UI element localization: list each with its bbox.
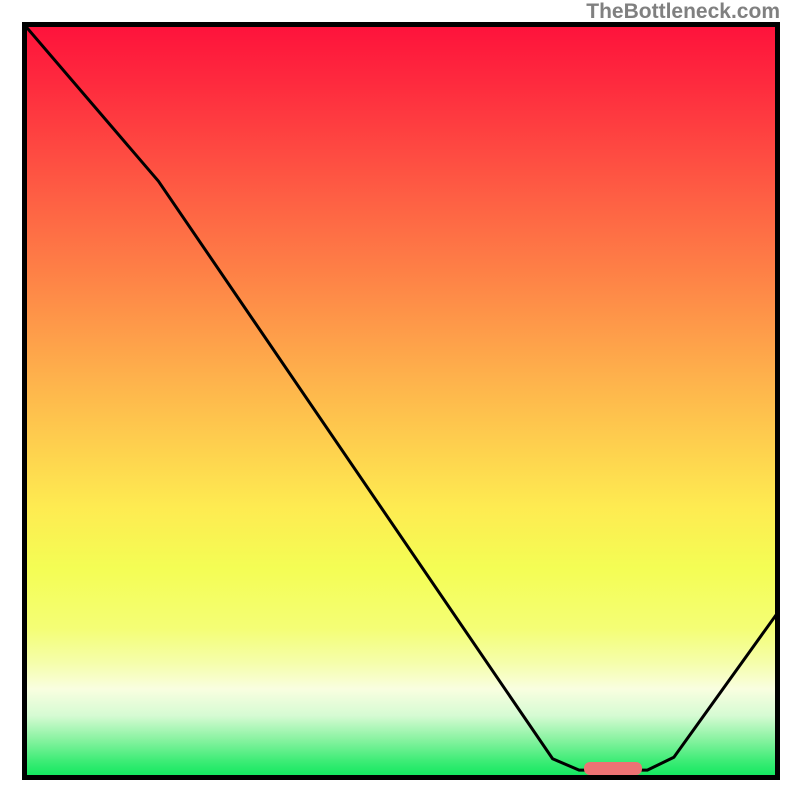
minimum-marker (584, 762, 642, 776)
curve-layer (22, 22, 780, 780)
bottleneck-curve (22, 22, 780, 770)
watermark-text: TheBottleneck.com (586, 0, 780, 24)
chart-stage: TheBottleneck.com (0, 0, 800, 800)
plot-area (22, 22, 780, 780)
